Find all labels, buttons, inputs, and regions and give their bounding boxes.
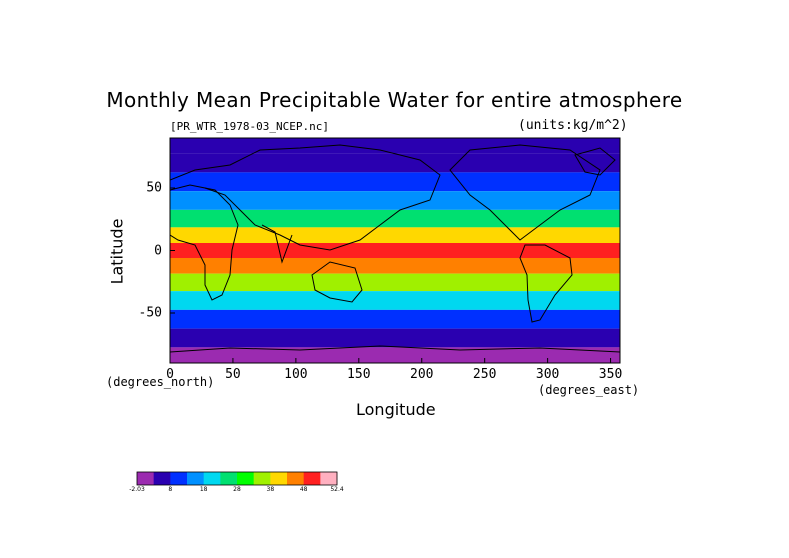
y-tick-label: 0 [154, 243, 162, 258]
x-axis-label: Longitude [356, 400, 436, 419]
x-tick-label: 100 [284, 367, 308, 382]
heatmap-band [170, 291, 620, 310]
colorbar-cell [320, 472, 338, 485]
colorbar-label: 52.4 [330, 486, 344, 493]
heatmap-band [170, 191, 620, 210]
coastline-antarctica [170, 345, 620, 353]
x-tick-label: 50 [225, 367, 241, 382]
y-axis-unit: (degrees_north) [106, 375, 215, 389]
colorbar-cell [287, 472, 305, 485]
x-tick-label: 200 [409, 367, 434, 382]
heatmap-band [170, 347, 620, 363]
coastline-south-america [519, 244, 573, 323]
colorbar-label: 38 [266, 486, 275, 493]
colorbar-cell [170, 472, 188, 485]
colorbar-cell [137, 472, 155, 485]
colorbar-cell [203, 472, 221, 485]
x-axis-unit: (degrees_east) [538, 383, 640, 397]
colorbar-label: 48 [299, 486, 308, 493]
precipitable-water-field [170, 138, 620, 363]
colorbar-cell [303, 472, 321, 485]
chart-title: Monthly Mean Precipitable Water for enti… [106, 88, 683, 112]
coastline-eurasia [170, 144, 441, 251]
colorbar-cell [220, 472, 238, 485]
heatmap-band [170, 227, 620, 243]
axis-ticks [169, 187, 612, 363]
coastline-greenland [574, 147, 616, 176]
heatmap-band [170, 209, 620, 228]
coastline-australia [311, 261, 363, 303]
colorbar-label: 18 [199, 486, 208, 493]
units-subtitle: (units:kg/m^2) [518, 118, 628, 133]
heatmap-band [170, 328, 620, 348]
heatmap-band [170, 172, 620, 192]
colorbar-cell [187, 472, 205, 485]
heatmap-band [170, 153, 620, 173]
heatmap-band [170, 243, 620, 258]
x-tick-label: 150 [347, 367, 371, 382]
coastline-overlay [170, 144, 620, 353]
colorbar-cell [270, 472, 288, 485]
x-tick-label: 350 [598, 367, 623, 382]
x-tick-label: 0 [166, 367, 174, 382]
colorbar-cell [153, 472, 171, 485]
x-tick-label: 300 [535, 367, 560, 382]
colorbar-label: -2.03 [129, 486, 145, 493]
colorbar-cell [237, 472, 255, 485]
colorbar-cell [253, 472, 271, 485]
heatmap-band [170, 273, 620, 292]
x-tick-label: 250 [472, 367, 497, 382]
coastline-north-america [449, 144, 601, 241]
colorbar-label: 8 [168, 486, 173, 493]
colorbar-label: 28 [233, 486, 241, 493]
y-tick-label: 50 [146, 180, 162, 196]
y-tick-label: -50 [138, 305, 162, 321]
heatmap-band [170, 309, 620, 329]
coastline-india [261, 224, 293, 264]
file-subtitle: [PR_WTR_1978-03_NCEP.nc] [170, 120, 329, 133]
heatmap-band [170, 138, 620, 154]
